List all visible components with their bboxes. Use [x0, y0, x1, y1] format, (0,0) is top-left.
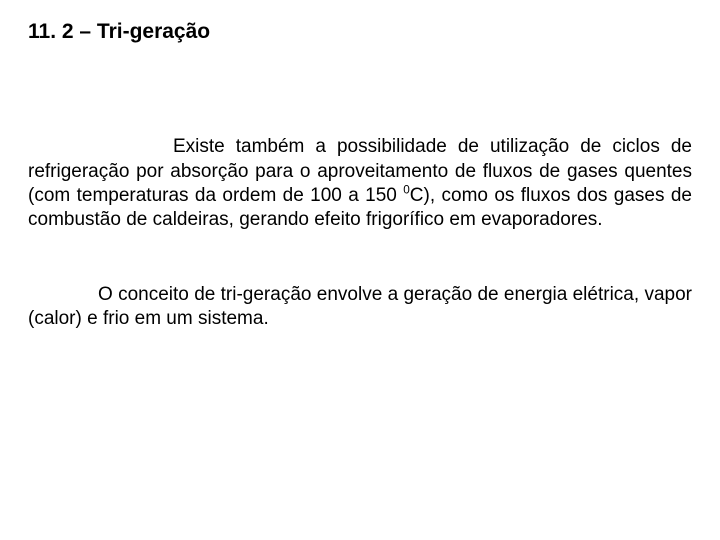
paragraph-1: Existe também a possibilidade de utiliza… — [28, 135, 692, 232]
document-page: 11. 2 – Tri-geração Existe também a poss… — [0, 0, 720, 540]
section-heading: 11. 2 – Tri-geração — [28, 18, 692, 45]
paragraph-2: O conceito de tri-geração envolve a gera… — [28, 283, 692, 332]
paragraph-2-text: O conceito de tri-geração envolve a gera… — [28, 284, 692, 329]
